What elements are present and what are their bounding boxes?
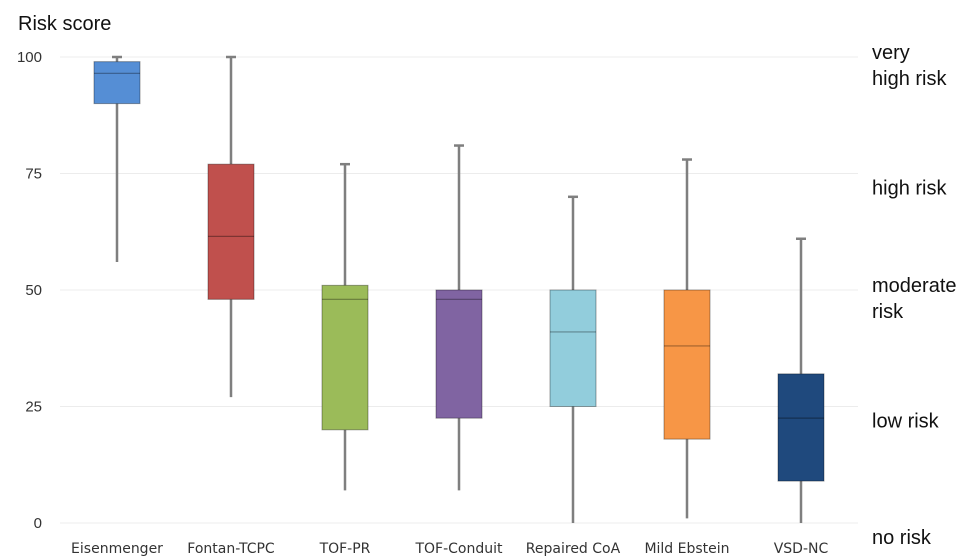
x-tick-label: Repaired CoA: [526, 541, 621, 556]
x-tick-label: Eisenmenger: [71, 541, 163, 556]
risk-band-label-line2: risk: [872, 301, 904, 323]
box-repaired-coa: [549, 195, 597, 523]
y-tick-label: 25: [25, 399, 42, 416]
risk-band-label: moderate: [872, 275, 957, 297]
y-tick-label: 75: [25, 166, 42, 183]
y-tick-label: 0: [34, 515, 42, 532]
risk-band-labels: very high risk high risk moderate risk low ri…: [872, 42, 957, 549]
risk-band-label: low risk: [872, 411, 940, 433]
x-tick-label: TOF-PR: [319, 541, 371, 556]
risk-band-label-line2: high risk: [872, 68, 947, 90]
y-tick-label: 100: [17, 49, 42, 66]
box-mild-ebstein: [663, 158, 711, 519]
box-tof-conduit: [435, 144, 483, 491]
box-vsd-nc: [777, 237, 825, 523]
box-body: [321, 284, 369, 431]
x-tick-label: Mild Ebstein: [644, 541, 729, 556]
y-axis-title: Risk score: [18, 13, 111, 35]
x-tick-label: Fontan-TCPC: [187, 541, 275, 556]
box-body: [663, 289, 711, 440]
box-body: [435, 289, 483, 419]
box-body: [207, 163, 255, 300]
box-tof-pr: [321, 162, 369, 491]
boxes: [93, 55, 825, 523]
box-eisenmenger: [93, 55, 141, 263]
box-body: [93, 61, 141, 105]
x-tick-label: VSD-NC: [774, 541, 829, 556]
box-body: [549, 289, 597, 407]
y-axis-ticks: 0 25 50 75 100: [17, 49, 42, 532]
box-body: [777, 373, 825, 482]
box-fontan-tcpc: [207, 55, 255, 398]
risk-band-label: very: [872, 42, 910, 64]
x-tick-label: TOF-Conduit: [414, 541, 503, 556]
risk-band-label: no risk: [872, 527, 932, 549]
risk-band-label: high risk: [872, 178, 947, 200]
y-tick-label: 50: [25, 282, 42, 299]
x-axis-labels: Eisenmenger Fontan-TCPC TOF-PR TOF-Conduit R…: [71, 541, 828, 556]
